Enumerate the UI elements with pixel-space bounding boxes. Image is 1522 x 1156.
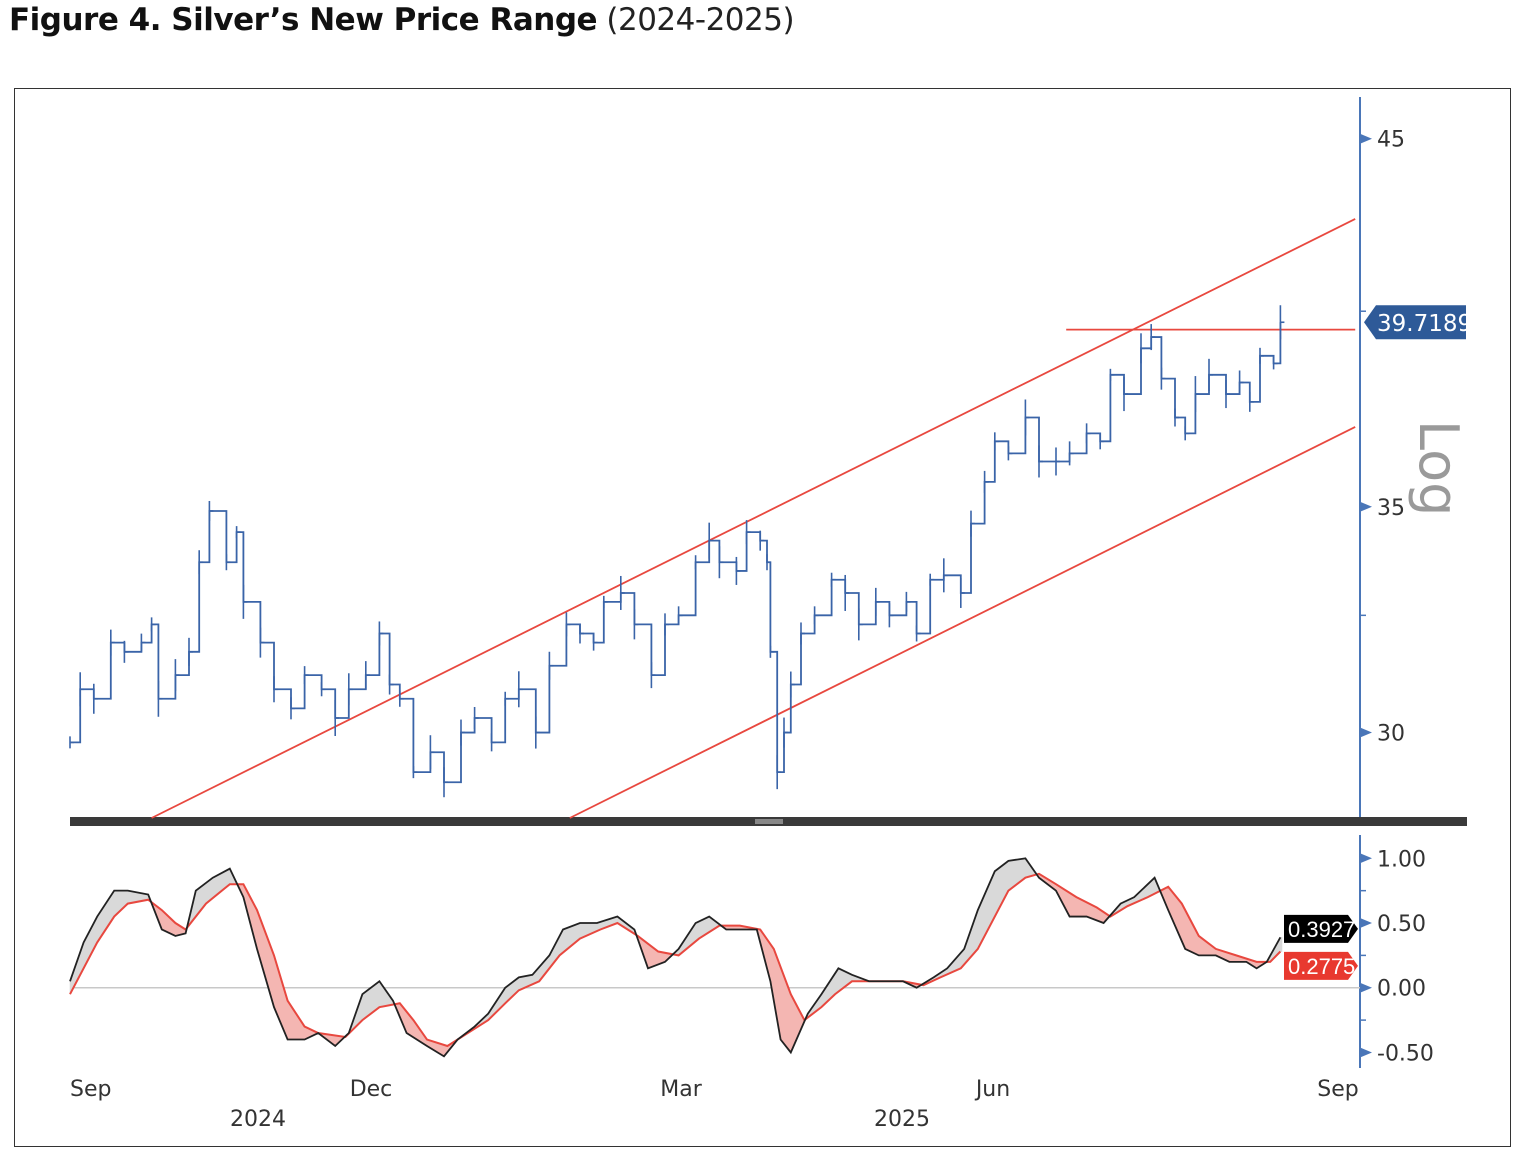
fast-value-label: 0.3927	[1288, 917, 1355, 942]
last-price-badge	[1364, 305, 1466, 340]
oscillator-tick-marker	[1360, 1047, 1372, 1058]
price-series-line	[70, 322, 1282, 784]
oscillator-fill-above	[1279, 936, 1283, 953]
oscillator-tick-label: 1.00	[1377, 847, 1426, 872]
log-scale-label: Log	[1407, 420, 1470, 516]
x-tick-label: Dec	[350, 1077, 393, 1102]
chart-frame	[14, 88, 1511, 1147]
price-tick-marker	[1360, 133, 1372, 144]
price-tick-label: 45	[1377, 128, 1405, 153]
x-tick-label: Sep	[1317, 1077, 1358, 1102]
x-tick-label: Sep	[70, 1077, 111, 1102]
title-main: Figure 4. Silver’s New Price Range	[9, 2, 598, 38]
year-label: 2024	[230, 1107, 286, 1132]
price-tick-label: 35	[1377, 496, 1405, 521]
lower-channel-line	[569, 426, 1356, 819]
x-tick-label: Jun	[974, 1077, 1010, 1102]
signal-value-badge	[1284, 951, 1358, 980]
panel-resize-handle	[755, 819, 783, 824]
fast-line	[69, 857, 1282, 1058]
year-label: 2025	[874, 1107, 930, 1132]
last-price-label: 39.7189	[1377, 311, 1472, 337]
title-years: (2024-2025)	[606, 2, 795, 38]
oscillator-tick-marker	[1360, 918, 1372, 929]
signal-value-label: 0.2775	[1288, 954, 1355, 979]
price-tick-marker	[1360, 501, 1372, 512]
signal-line	[69, 872, 1282, 1048]
fast-value-badge	[1284, 914, 1358, 943]
upper-channel-line	[151, 218, 1356, 819]
oscillator-tick-label: 0.00	[1377, 977, 1426, 1002]
price-tick-label: 30	[1377, 722, 1405, 747]
price-tick-marker	[1360, 727, 1372, 738]
oscillator-tick-marker	[1360, 853, 1372, 864]
x-tick-label: Mar	[660, 1077, 702, 1102]
oscillator-tick-label: 0.50	[1377, 912, 1426, 937]
oscillator-tick-marker	[1360, 982, 1372, 993]
oscillator-tick-label: -0.50	[1377, 1041, 1434, 1066]
figure-title: Figure 4. Silver’s New Price Range (2024…	[9, 2, 795, 38]
